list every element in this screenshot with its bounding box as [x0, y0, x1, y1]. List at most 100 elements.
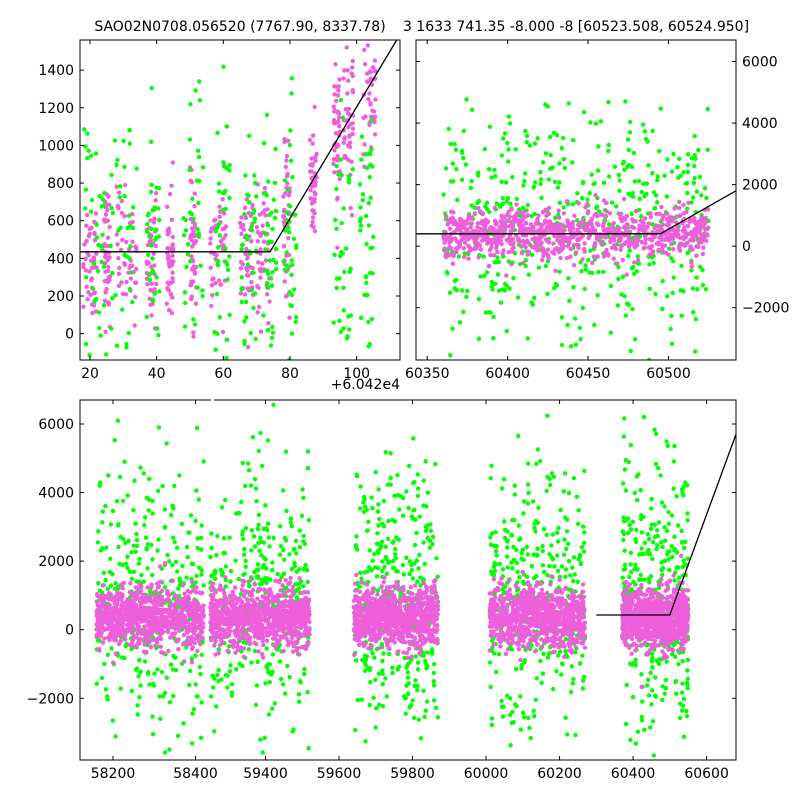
data-point — [272, 215, 278, 221]
data-point — [529, 213, 534, 219]
data-point — [157, 596, 162, 602]
data-point — [89, 197, 95, 203]
data-point — [282, 137, 287, 142]
data-point — [606, 253, 611, 258]
data-point — [164, 441, 169, 446]
data-point — [114, 617, 119, 622]
data-point — [334, 98, 339, 104]
data-point — [125, 554, 130, 559]
model-line — [80, 40, 398, 253]
data-point — [341, 76, 346, 81]
data-point — [637, 234, 643, 239]
data-point — [152, 620, 157, 625]
data-point — [357, 182, 363, 187]
data-point — [594, 221, 600, 226]
y-tick-label: −2000 — [742, 301, 789, 317]
data-point — [619, 211, 624, 217]
data-point — [124, 345, 129, 350]
data-point — [124, 254, 130, 259]
data-point — [211, 571, 217, 576]
data-point — [187, 682, 192, 688]
data-point — [289, 331, 295, 336]
data-point — [284, 508, 289, 514]
data-point — [559, 146, 565, 151]
data-point — [338, 157, 343, 162]
data-point — [217, 315, 222, 320]
data-point — [291, 631, 297, 636]
data-point — [491, 253, 497, 258]
data-point — [233, 585, 238, 590]
data-point — [130, 299, 135, 305]
data-point — [191, 216, 196, 222]
data-point — [98, 480, 103, 485]
data-point — [82, 127, 87, 132]
data-point — [189, 584, 195, 589]
data-point — [674, 214, 679, 219]
data-point — [106, 300, 111, 306]
data-point — [192, 322, 198, 327]
data-point — [453, 147, 459, 152]
data-point — [619, 243, 624, 248]
data-point — [690, 195, 696, 200]
data-point — [142, 522, 147, 528]
data-point — [170, 276, 175, 281]
data-point — [662, 173, 667, 178]
data-point — [142, 642, 147, 647]
data-point — [539, 195, 544, 201]
data-point — [650, 128, 655, 134]
data-point — [670, 227, 676, 232]
data-point — [238, 266, 243, 271]
data-point — [335, 154, 340, 159]
data-point — [684, 209, 689, 215]
data-point — [112, 597, 118, 603]
data-point — [223, 564, 229, 569]
data-point — [599, 240, 604, 245]
data-point — [253, 336, 258, 342]
data-point — [474, 244, 480, 249]
data-point — [237, 220, 243, 226]
data-point — [294, 648, 299, 653]
data-point — [129, 263, 135, 269]
data-point — [313, 154, 318, 160]
data-point — [286, 643, 291, 648]
data-point — [661, 249, 666, 255]
data-point — [175, 733, 181, 738]
data-point — [265, 438, 271, 443]
data-point — [129, 688, 134, 694]
data-point — [289, 76, 294, 81]
data-point — [154, 326, 160, 331]
data-point — [460, 150, 465, 155]
data-point — [116, 190, 122, 195]
data-point — [258, 737, 263, 742]
data-point — [671, 275, 676, 280]
data-point — [132, 323, 137, 328]
data-point — [239, 215, 244, 220]
data-point — [211, 685, 216, 690]
data-point — [151, 613, 157, 618]
data-point — [690, 247, 695, 252]
data-point — [211, 624, 217, 629]
data-point — [192, 271, 198, 276]
data-point — [261, 526, 266, 532]
data-point — [223, 224, 229, 229]
data-point — [565, 322, 570, 328]
data-point — [166, 648, 171, 654]
data-point — [465, 216, 471, 222]
data-point — [97, 325, 102, 331]
data-point — [462, 251, 467, 256]
data-point — [152, 671, 157, 676]
data-point — [518, 239, 524, 244]
data-point — [189, 561, 195, 566]
data-point — [666, 222, 672, 228]
data-point — [492, 167, 497, 172]
data-point — [359, 315, 364, 320]
data-point — [368, 162, 373, 168]
data-point — [282, 535, 287, 541]
data-point — [281, 648, 286, 654]
data-point — [512, 219, 517, 224]
data-point — [162, 585, 168, 590]
data-point — [173, 667, 179, 673]
data-point — [254, 683, 260, 688]
data-point — [243, 483, 248, 489]
data-point — [290, 585, 295, 590]
